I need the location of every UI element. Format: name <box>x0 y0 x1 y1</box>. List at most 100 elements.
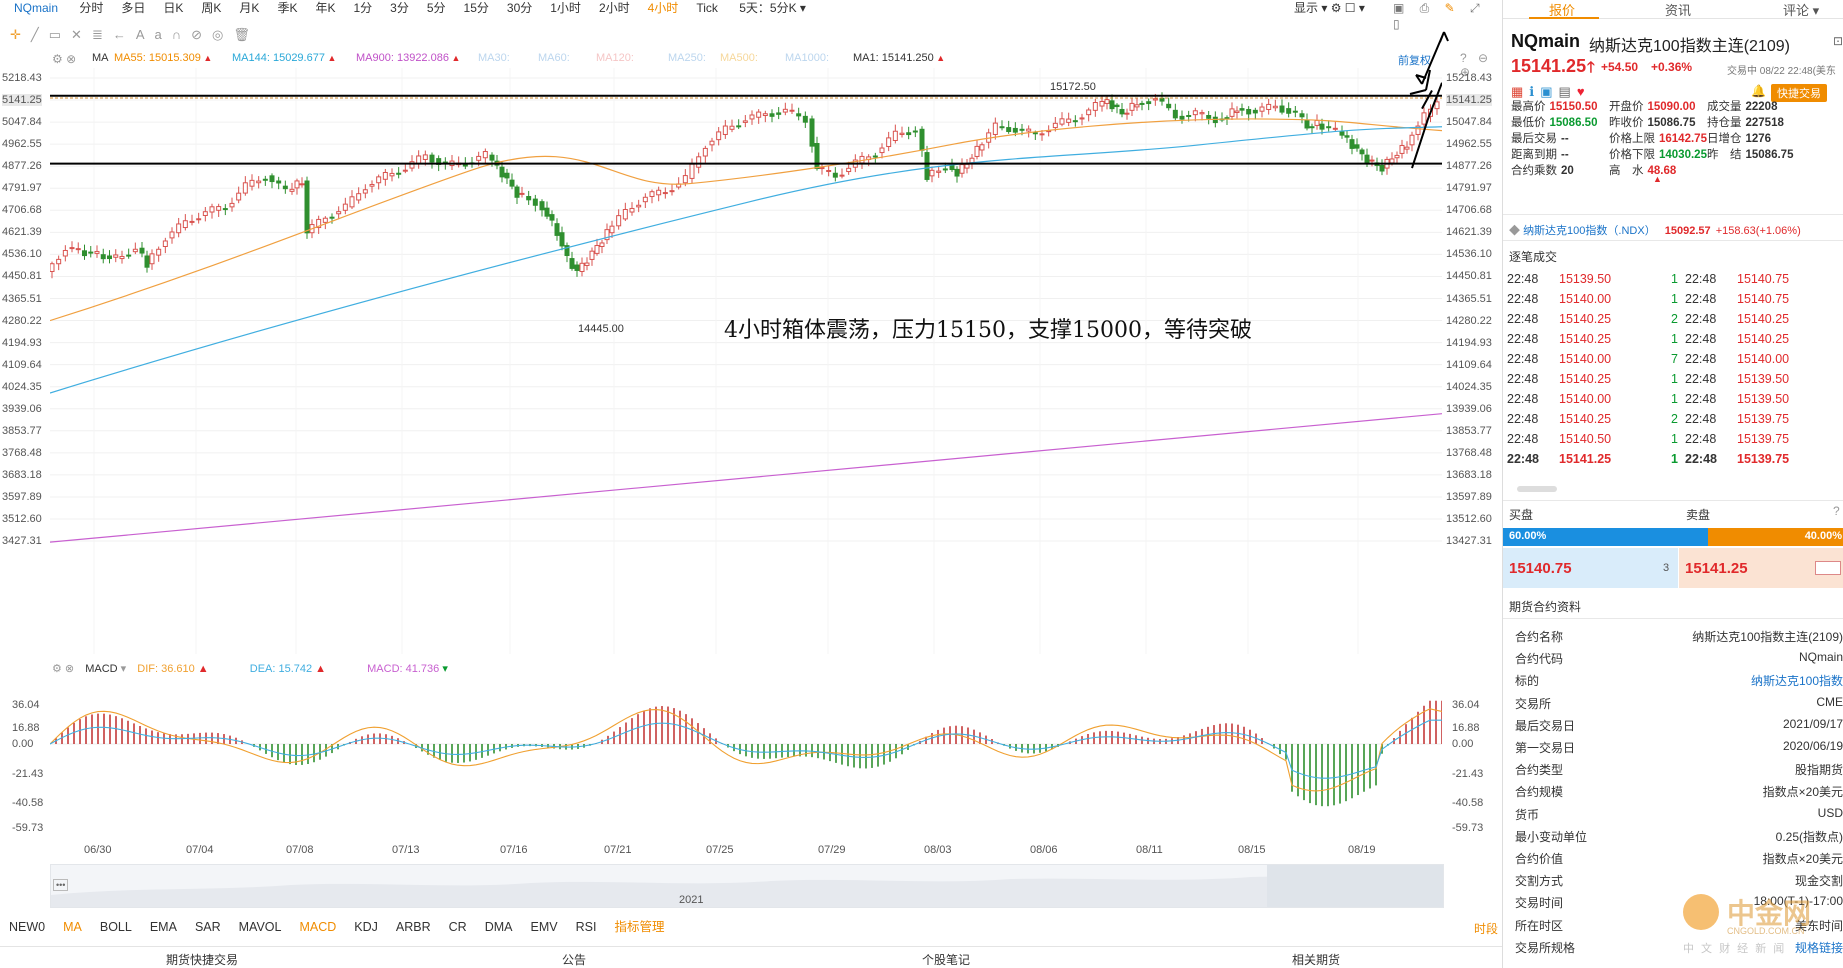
bell-icon[interactable]: 🔔 <box>1751 84 1766 98</box>
indicator-new0[interactable]: NEW0 <box>9 920 46 934</box>
price-tick-right: 14706.68 <box>1446 204 1492 217</box>
indicator-boll[interactable]: BOLL <box>99 920 132 934</box>
indicator-rsi[interactable]: RSI <box>575 920 597 934</box>
timeframe-9[interactable]: 5分 <box>426 1 446 15</box>
timeframe-8[interactable]: 3分 <box>390 1 409 15</box>
time-share-button[interactable]: 时段 <box>1474 922 1499 936</box>
tab-quote[interactable]: 报价 <box>1549 3 1576 18</box>
date-tick: 08/06 <box>1030 844 1058 856</box>
display-menu[interactable]: 显示 ▾ ⚙ ☐ ▾ <box>1294 1 1365 15</box>
macd-chart[interactable] <box>50 680 1442 840</box>
timeframe-7[interactable]: 1分 <box>353 1 373 15</box>
bid-box[interactable]: 15140.75 3 <box>1503 548 1678 588</box>
time-navigator[interactable]: ••• 2021 <box>50 864 1444 908</box>
price-tick-left: 4450.81 <box>2 270 42 283</box>
contract-row: 合约规模 指数点×20美元 <box>1515 785 1843 800</box>
ma-label[interactable]: MA <box>92 52 109 64</box>
trash-icon[interactable]: 🗑 <box>233 27 260 42</box>
ticks-scrollbar[interactable] <box>1517 486 1557 492</box>
timeframe-11[interactable]: 30分 <box>506 1 533 15</box>
indicator-ma[interactable]: MA <box>63 920 82 934</box>
indicator-arbr[interactable]: ARBR <box>395 920 431 934</box>
macd-tick-left: -40.58 <box>12 797 44 809</box>
symbol-label[interactable]: NQmain <box>14 1 59 15</box>
candle-body <box>256 180 262 184</box>
tick-row: 22:48 15140.25 2 22:48 15139.75 <box>1507 412 1790 426</box>
fib-tool-icon[interactable]: ≣ <box>91 27 113 42</box>
timeframe-13[interactable]: 2小时 <box>598 1 630 15</box>
candle-body <box>1206 115 1212 119</box>
eye-icon[interactable]: ◎ <box>212 27 234 42</box>
adjust-button[interactable]: 前复权 <box>1398 55 1431 67</box>
toolbar-right-icons[interactable]: ▣ ⎙ ✎ ⤢ ▯ <box>1393 1 1486 31</box>
timeframe-10[interactable]: 15分 <box>463 1 489 15</box>
tab-comments[interactable]: 评论 ▾ <box>1783 3 1820 18</box>
tab-stock-notes[interactable]: 个股笔记 <box>922 953 971 967</box>
indicator-mavol[interactable]: MAVOL <box>238 920 282 934</box>
tab-related-futures[interactable]: 相关期货 <box>1292 953 1341 967</box>
candle-body <box>622 209 628 220</box>
copy-icon[interactable]: ⊡ <box>1833 34 1843 48</box>
help-icon[interactable]: ? <box>1833 504 1840 518</box>
crosshair-icon[interactable]: ✛ <box>10 27 31 42</box>
low-price-label: 14445.00 <box>578 323 624 335</box>
timeframe-5[interactable]: 季K <box>277 1 298 15</box>
premium-arrow-icon: ▲ <box>1653 174 1662 184</box>
indicator-macd[interactable]: MACD <box>299 920 337 934</box>
macd-tick-right: 36.04 <box>1452 699 1480 711</box>
magnet-icon[interactable]: ∩ <box>171 27 192 42</box>
ma-legend-item: MA900: 13922.086 ▲ <box>356 52 461 64</box>
line-tool-icon[interactable]: ╱ <box>30 27 49 42</box>
candlestick-chart[interactable] <box>50 68 1442 654</box>
indicator-ema[interactable]: EMA <box>149 920 177 934</box>
candle-body <box>1032 132 1038 135</box>
zoom-controls[interactable]: ? ⊖ ⊕ <box>1460 51 1493 79</box>
candle-body <box>169 231 175 239</box>
candle-body <box>509 179 515 187</box>
indicator-指标管理[interactable]: 指标管理 <box>614 920 665 934</box>
macd-label[interactable]: MACD <box>85 663 118 675</box>
index-row[interactable]: ◆ 纳斯达克100指数（.NDX） 15092.57 +158.63(+1.06… <box>1509 225 1801 237</box>
timeframe-4[interactable]: 月K <box>239 1 260 15</box>
quick-trade-button[interactable]: 快捷交易 <box>1771 84 1827 102</box>
ask-box[interactable]: 15141.25 <box>1679 548 1843 588</box>
date-tick: 08/03 <box>924 844 952 856</box>
timeframe-3[interactable]: 周K <box>201 1 222 15</box>
candle-body <box>1326 126 1332 129</box>
index-name[interactable]: 纳斯达克100指数（.NDX） <box>1523 225 1656 237</box>
rect-tool-icon[interactable]: ▭ <box>48 27 72 42</box>
contract-row[interactable]: 交易所规格 规格链接 <box>1515 940 1843 955</box>
tab-announcement[interactable]: 公告 <box>562 953 587 967</box>
indicator-sar[interactable]: SAR <box>194 920 221 934</box>
lock-icon[interactable]: ⊘ <box>191 27 212 42</box>
timeframe-12[interactable]: 1小时 <box>550 1 581 15</box>
candle-body <box>1086 109 1092 116</box>
quote-item: 最高价 15150.50 <box>1511 101 1598 113</box>
macd-tick-right: -59.73 <box>1452 822 1484 834</box>
timeframe-0[interactable]: 分时 <box>79 1 104 15</box>
indicator-cr[interactable]: CR <box>448 920 467 934</box>
tab-futures-quick-trade[interactable]: 期货快捷交易 <box>166 953 239 967</box>
tab-news[interactable]: 资讯 <box>1665 3 1692 18</box>
contract-row[interactable]: 标的 纳斯达克100指数 <box>1515 674 1843 689</box>
arrow-tool-icon[interactable]: ← <box>112 27 136 42</box>
ma-settings-icon[interactable]: ⚙ ⊗ <box>52 52 77 66</box>
timeframe-6[interactable]: 年K <box>315 1 336 15</box>
macd-settings-icon[interactable]: ⚙ ⊗ <box>52 663 75 675</box>
timeframe-14[interactable]: 4小时 <box>647 1 679 15</box>
quote-name: 纳斯达克100指数主连(2109) <box>1589 38 1790 55</box>
ma-legend-item: MA500: <box>720 52 758 64</box>
indicator-kdj[interactable]: KDJ <box>354 920 378 934</box>
navigator-handle-left[interactable]: ••• <box>53 879 69 891</box>
timeframe-2[interactable]: 日K <box>163 1 184 15</box>
timeframe-1[interactable]: 多日 <box>121 1 146 15</box>
text-tool-icon[interactable]: Aa <box>135 27 172 42</box>
timeframe-15[interactable]: Tick <box>696 1 718 15</box>
pattern-tool-icon[interactable]: ✕ <box>71 27 92 42</box>
drawing-toolbar[interactable]: ✛╱▭✕≣←Aa∩⊘◎🗑 <box>10 26 260 44</box>
quote-icons[interactable]: ▦ℹ▣▤♥ <box>1511 84 1591 99</box>
indicator-dma[interactable]: DMA <box>484 920 513 934</box>
multi-period-select[interactable]: 5天：5分K ▾ <box>739 1 806 15</box>
indicator-emv[interactable]: EMV <box>530 920 558 934</box>
tick-row: 22:48 15140.00 1 22:48 15140.75 <box>1507 292 1790 306</box>
